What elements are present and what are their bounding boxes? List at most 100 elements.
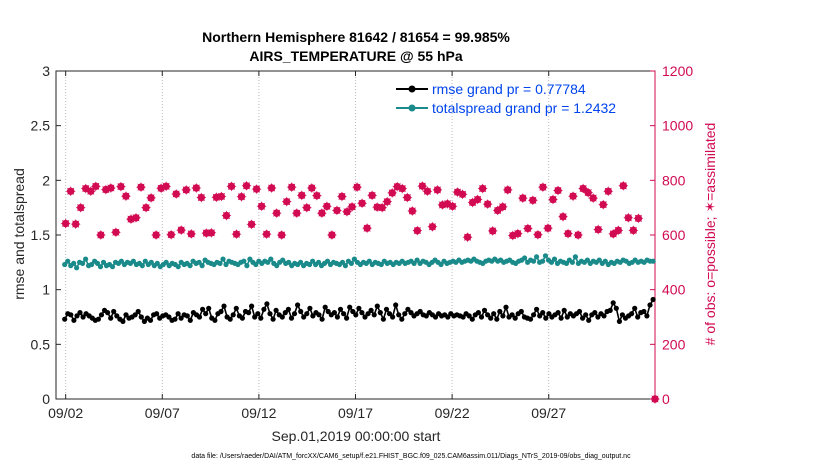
rmse-point	[95, 316, 101, 322]
totalspread-point	[274, 263, 280, 269]
rmse-point	[644, 313, 650, 319]
rmse-point	[239, 315, 245, 321]
rmse-point	[466, 313, 472, 319]
rmse-point	[478, 314, 485, 320]
data-file-footer: data file: /Users/raeder/DAI/ATM_forcXX/…	[191, 453, 631, 460]
obs-assimilated-point	[397, 183, 408, 194]
totalspread-point	[154, 260, 160, 266]
rmse-point	[200, 306, 206, 312]
rmse-point	[497, 308, 503, 315]
rmse-point	[295, 302, 301, 308]
obs-assimilated-point	[110, 227, 121, 238]
totalspread-point	[80, 260, 86, 266]
legend-spread-label: totalspread grand pr = 1.2432	[432, 100, 616, 116]
obs-assimilated-point	[542, 223, 553, 234]
y-tick-label-right: 600	[662, 227, 686, 243]
rmse-point	[650, 296, 656, 303]
totalspread-point	[97, 264, 104, 270]
rmse-point	[527, 316, 534, 322]
chart-title-line-2: AIRS_TEMPERATURE @ 55 hPa	[249, 48, 463, 64]
rmse-point	[68, 312, 74, 318]
x-axis-label: Sep.01,2019 00:00:00 start	[272, 428, 441, 444]
obs-assimilated-point	[251, 184, 262, 195]
totalspread-point	[142, 258, 148, 264]
rmse-point	[221, 303, 227, 309]
rmse-point	[619, 312, 626, 318]
rmse-point	[132, 312, 138, 318]
totalspread-point	[650, 258, 656, 264]
y-tick-label-right: 800	[662, 172, 686, 188]
y-tick-label-left: 1	[42, 282, 50, 298]
obs-assimilated-point	[598, 199, 609, 210]
rmse-point	[595, 314, 601, 320]
rmse-point	[325, 308, 331, 315]
rmse-point	[494, 316, 500, 322]
obs-assimilated-point	[537, 182, 548, 193]
totalspread-point	[148, 259, 154, 265]
obs-assimilated-point	[352, 182, 363, 193]
obs-assimilated-point	[522, 223, 533, 234]
rmse-point	[518, 308, 524, 315]
obs-assimilated-point	[487, 225, 498, 236]
rmse-point	[629, 311, 635, 317]
rmse-point	[460, 314, 466, 320]
rmse-point	[365, 311, 371, 317]
obs-assimilated-point	[527, 195, 538, 206]
rmse-point	[319, 316, 325, 322]
obs-assimilated-point	[231, 229, 242, 240]
rmse-point	[503, 304, 509, 310]
obs-assimilated-point	[226, 181, 237, 192]
obs-assimilated-point	[568, 191, 579, 202]
rmse-point	[80, 314, 86, 320]
obs-assimilated-point	[613, 225, 624, 236]
obs-assimilated-point	[120, 191, 131, 202]
x-tick-label: 09/02	[48, 405, 83, 421]
rmse-point	[607, 307, 613, 313]
totalspread-point	[551, 256, 558, 262]
obs-assimilated-point	[266, 182, 277, 193]
totalspread-point	[531, 258, 537, 264]
rmse-point	[417, 308, 423, 315]
rmse-point	[98, 312, 105, 318]
rmse-point	[359, 310, 365, 316]
totalspread-point	[366, 258, 372, 264]
rmse-point	[500, 313, 506, 319]
legend-spread-marker	[408, 104, 416, 112]
rmse-point	[432, 314, 439, 320]
rmse-point	[613, 305, 619, 311]
obs-assimilated-point	[517, 193, 528, 204]
y-tick-label-left: 0.5	[31, 336, 51, 352]
rmse-point	[123, 312, 129, 318]
obs-assimilated-point	[296, 190, 307, 201]
obs-assimilated-point	[362, 223, 373, 234]
rmse-point	[285, 306, 291, 312]
obs-assimilated-point	[502, 184, 513, 195]
obs-assimilated-point	[161, 181, 172, 192]
totalspread-point	[241, 258, 247, 264]
rmse-point	[402, 311, 408, 317]
totalspread-point	[65, 258, 71, 264]
rmse-point	[386, 311, 393, 317]
obs-assimilated-point	[512, 228, 523, 239]
totalspread-point	[324, 258, 331, 264]
obs-assimilated-point	[477, 183, 488, 194]
totalspread-point	[572, 254, 579, 260]
rmse-point	[635, 314, 641, 320]
rmse-point	[374, 303, 380, 309]
obs-assimilated-point	[256, 201, 267, 212]
totalspread-point	[378, 261, 384, 268]
rmse-point	[273, 307, 279, 313]
obs-assimilated-point	[412, 225, 423, 236]
obs-assimilated-point	[276, 230, 287, 240]
rmse-point	[334, 314, 340, 320]
obs-assimilated-point	[382, 196, 393, 207]
totalspread-point	[71, 260, 77, 266]
totalspread-point	[244, 263, 250, 269]
obs-assimilated-point	[603, 186, 614, 197]
obs-assimilated-point	[347, 201, 358, 212]
left-y-axis: 0 0.5 1 1.5 2 2.5 3	[31, 63, 61, 407]
rmse-point	[246, 310, 252, 316]
rmse-point	[408, 310, 414, 316]
rmse-point	[147, 317, 154, 323]
rmse-point	[546, 311, 552, 317]
